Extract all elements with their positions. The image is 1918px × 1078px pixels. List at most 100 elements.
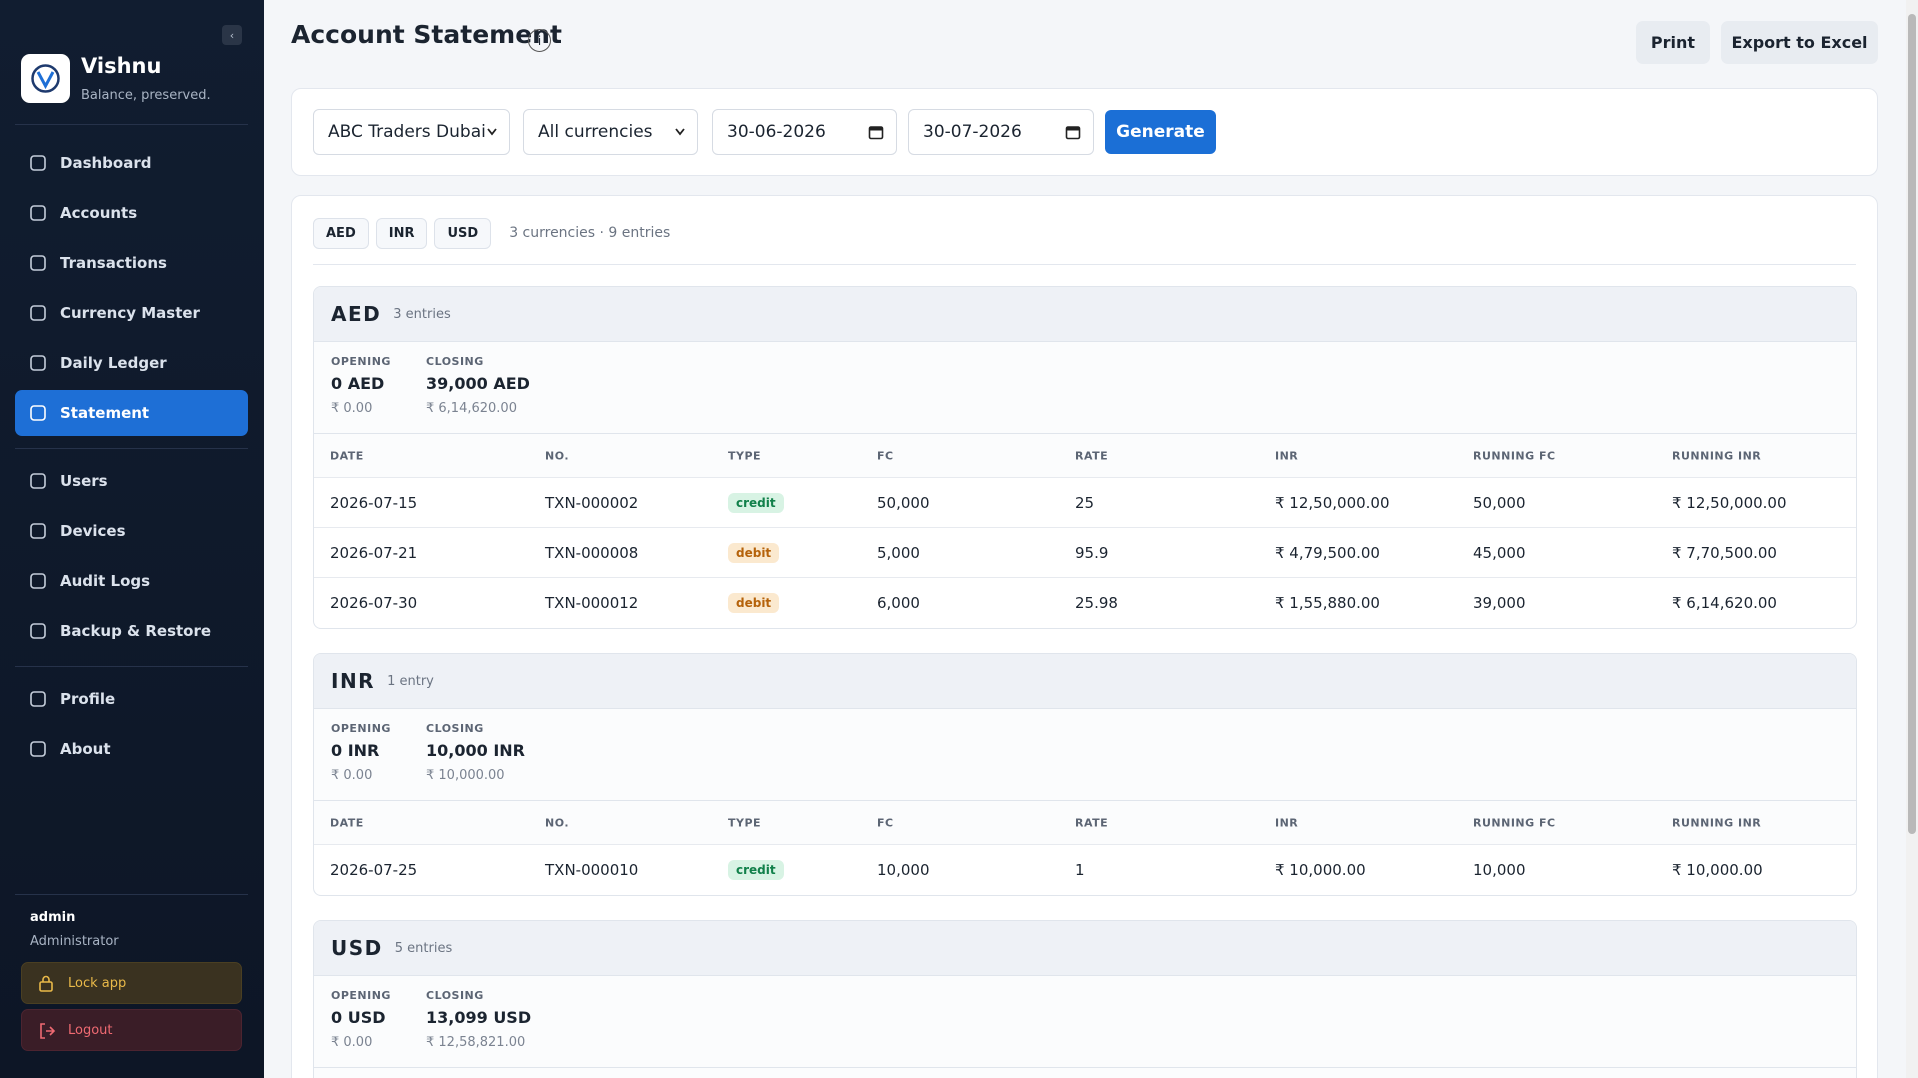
from-value: 30-06-2026 xyxy=(727,122,826,142)
section-header: AED 3 entries xyxy=(314,287,1856,342)
chevron xyxy=(487,128,497,136)
logout-button[interactable]: Logout xyxy=(21,1009,242,1051)
icon-shape xyxy=(30,255,46,271)
currency-chip[interactable]: AED xyxy=(313,217,369,249)
nav-item[interactable]: Accounts xyxy=(15,190,248,236)
divider xyxy=(15,894,248,895)
nav-icon xyxy=(30,573,46,589)
nav-icon xyxy=(30,523,46,539)
nav-label: Devices xyxy=(60,522,126,540)
table-cell: 1 xyxy=(1075,861,1085,879)
closing-label: CLOSING xyxy=(426,355,484,368)
divider xyxy=(313,264,1856,265)
table-cell: TXN-000008 xyxy=(545,543,639,562)
table-cell: ₹ 4,79,500.00 xyxy=(1275,543,1380,562)
closing-value: 13,099 USD xyxy=(426,1008,532,1027)
table-cell: 25 xyxy=(1075,493,1095,512)
export-button[interactable]: Export to Excel xyxy=(1721,21,1878,64)
icon-shape xyxy=(30,623,46,639)
nav-label: Accounts xyxy=(60,204,138,222)
nav-item[interactable]: Audit Logs xyxy=(15,558,248,604)
statement-card: AED INR USD 3 currencies · 9 entries AED 3 e… xyxy=(291,195,1878,1078)
icon-shape xyxy=(30,305,46,321)
currency-chips: AED INR USD 3 currencies · 9 entries xyxy=(313,217,1856,249)
user-role: Administrator xyxy=(30,934,119,949)
closing-label: CLOSING xyxy=(426,722,484,735)
closing-inr: ₹ 12,58,821.00 xyxy=(426,1035,526,1050)
opening-value: 0 AED xyxy=(331,374,385,393)
currency-section: USD 5 entries OPENING 0 USD ₹ 0.00 CLOSING 13,… xyxy=(313,920,1857,1078)
nav-icon xyxy=(30,155,46,171)
lock-button[interactable]: Lock app xyxy=(21,962,242,1004)
column-header: TYPE xyxy=(728,816,762,829)
nav-item[interactable]: Transactions xyxy=(15,240,248,286)
table-cell: TXN-000010 xyxy=(545,861,639,879)
balance-block: OPENING 0 INR ₹ 0.00 CLOSING 10,000 INR ₹ 10,… xyxy=(314,709,1856,801)
table-cell: ₹ 1,55,880.00 xyxy=(1275,594,1380,612)
currency-chip[interactable]: INR xyxy=(375,217,428,249)
nav-label: Daily Ledger xyxy=(60,354,167,372)
nav-icon xyxy=(30,405,46,421)
currency-chip[interactable]: USD xyxy=(434,217,492,249)
table-cell: 6,000 xyxy=(877,594,920,612)
table-cell: 95.9 xyxy=(1075,543,1109,562)
table-cell: ₹ 10,000.00 xyxy=(1275,861,1366,879)
nav-icon xyxy=(30,623,46,639)
column-header: RUNNING FC xyxy=(1473,449,1556,462)
table-cell: TXN-000012 xyxy=(545,594,639,612)
scrollbar[interactable] xyxy=(1906,0,1918,1078)
brand: Vishnu xyxy=(81,54,162,78)
nav-item[interactable]: About xyxy=(15,726,248,772)
column-header: FC xyxy=(877,449,894,462)
currency-value: All currencies xyxy=(538,122,653,142)
info-icon[interactable]: i xyxy=(528,29,551,52)
from-date[interactable]: 30-06-2026 xyxy=(712,109,897,155)
to-date[interactable]: 30-07-2026 xyxy=(908,109,1094,155)
type-badge: debit xyxy=(728,542,780,563)
currency-section: AED 3 entries OPENING 0 AED ₹ 0.00 CLOSING 39,… xyxy=(313,286,1857,629)
nav-label: Profile xyxy=(60,690,116,708)
icon-shape xyxy=(30,405,46,421)
table-cell: 2026-07-15 xyxy=(330,493,418,512)
scrollbar-thumb[interactable] xyxy=(1908,14,1916,834)
divider xyxy=(15,666,248,667)
currency-section: INR 1 entry OPENING 0 INR ₹ 0.00 CLOSING 10,00… xyxy=(313,653,1857,896)
generate-button[interactable]: Generate xyxy=(1105,110,1216,154)
column-header: FC xyxy=(877,816,894,829)
account-select[interactable]: ABC Traders Dubai xyxy=(313,109,510,155)
opening-inr: ₹ 0.00 xyxy=(331,1035,373,1050)
table-cell: 25.98 xyxy=(1075,594,1118,612)
collapse-button[interactable]: ‹ xyxy=(222,25,242,45)
nav-item[interactable]: Currency Master xyxy=(15,290,248,336)
type-badge: credit xyxy=(728,492,784,513)
user-name: admin xyxy=(30,910,76,925)
nav-icon xyxy=(30,741,46,757)
table-cell: ₹ 10,000.00 xyxy=(1672,861,1763,879)
nav-group: Users Devices Audit Logs Backup & Restore xyxy=(15,458,248,658)
icon-shape xyxy=(30,523,46,539)
calendar-icon xyxy=(868,126,884,140)
calendar-icon xyxy=(1065,126,1081,140)
nav-item[interactable]: Profile xyxy=(15,676,248,722)
print-button[interactable]: Print xyxy=(1636,21,1710,64)
table-row: 2026-07-21 TXN-000008 debit 5,000 95.9 ₹ 4,79… xyxy=(314,528,1856,578)
column-header: DATE xyxy=(330,816,364,829)
type-badge: debit xyxy=(728,593,780,613)
nav-item[interactable]: Dashboard xyxy=(15,140,248,186)
table-cell: ₹ 6,14,620.00 xyxy=(1672,594,1777,612)
nav-icon xyxy=(30,473,46,489)
section-header: INR 1 entry xyxy=(314,654,1856,709)
table-cell: 50,000 xyxy=(1473,493,1526,512)
opening-value: 0 USD xyxy=(331,1008,386,1027)
nav-item[interactable]: Backup & Restore xyxy=(15,608,248,654)
account-value: ABC Traders Dubai xyxy=(328,122,486,142)
nav-label: Backup & Restore xyxy=(60,622,212,640)
nav-item[interactable]: Devices xyxy=(15,508,248,554)
nav-item[interactable]: Statement xyxy=(15,390,248,436)
nav-icon xyxy=(30,691,46,707)
currency-select[interactable]: All currencies xyxy=(523,109,698,155)
nav-item[interactable]: Daily Ledger xyxy=(15,340,248,386)
nav-item[interactable]: Users xyxy=(15,458,248,504)
